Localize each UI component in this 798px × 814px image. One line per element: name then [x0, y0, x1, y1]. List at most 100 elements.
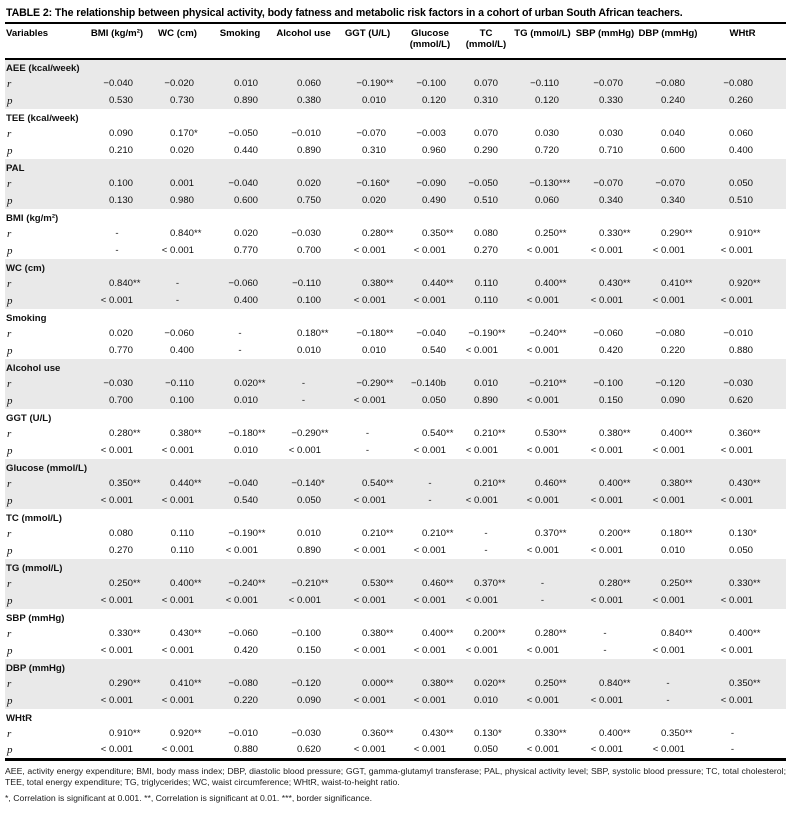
r-value-cell: 0.440** [421, 278, 454, 289]
p-row: p < 0.001 < 0.001 0.880 0.620 < 0.001 < 0.001 0… [5, 742, 786, 759]
p-value-cell: < 0.001 [720, 695, 753, 706]
p-value-cell: 0.880 [233, 744, 258, 756]
p-value-cell: < 0.001 [590, 695, 623, 706]
p-value-cell: < 0.001 [720, 595, 753, 606]
p-row: p < 0.001 < 0.001 < 0.001 < 0.001 < 0.001 < 0.… [5, 592, 786, 609]
r-value-cell: 0.460** [421, 578, 454, 589]
p-value-cell: < 0.001 [465, 445, 498, 456]
r-value-cell: 0.920** [169, 728, 202, 739]
r-value-cell: −0.210** [291, 578, 329, 589]
r-value-cell: −0.160* [356, 178, 390, 189]
row-label-p: p [7, 294, 13, 307]
r-value-cell: −0.030 [103, 378, 133, 389]
r-value-cell: −0.010 [228, 728, 258, 739]
r-value-cell: −0.240** [228, 578, 266, 589]
p-value-cell: < 0.001 [413, 445, 446, 456]
r-value-cell: 0.910** [728, 228, 761, 239]
r-value-cell: 0.330** [108, 628, 141, 639]
r-value-cell: 0.380** [361, 278, 394, 289]
row-label-p: p [7, 644, 13, 657]
p-value-cell: < 0.001 [526, 295, 559, 306]
r-value-cell: 0.210** [473, 478, 506, 489]
p-value-cell: < 0.001 [720, 295, 753, 306]
r-value-cell: 0.430** [728, 478, 761, 489]
p-row: p < 0.001 < 0.001 0.010 < 0.001 - < 0.001 < 0.0… [5, 442, 786, 459]
p-value-cell: < 0.001 [161, 445, 194, 456]
r-value-cell: −0.140b [411, 378, 446, 389]
p-value-cell: - [540, 595, 545, 606]
p-value-cell: < 0.001 [465, 345, 498, 356]
variable-section-row: Alcohol use [5, 359, 786, 375]
p-value-cell: - [666, 695, 670, 706]
p-value-cell: 0.210 [108, 145, 133, 156]
p-value-cell: < 0.001 [413, 744, 446, 756]
r-value-cell: −0.180** [356, 328, 394, 339]
r-value-cell: - [175, 278, 180, 289]
p-row: p < 0.001 < 0.001 0.420 0.150 < 0.001 < 0.001 <… [5, 642, 786, 659]
r-row: r 0.910** 0.920** −0.010 −0.030 0.360** 0.430*… [5, 725, 786, 742]
p-value-cell: 0.700 [296, 245, 321, 256]
p-value-cell: < 0.001 [288, 595, 321, 606]
p-value-cell: 0.600 [233, 195, 258, 206]
p-value-cell: < 0.001 [413, 245, 446, 256]
p-value-cell: < 0.001 [465, 645, 498, 656]
r-value-cell: - [428, 478, 432, 489]
column-header: GGT (U/L) [335, 24, 400, 60]
p-value-cell: < 0.001 [652, 744, 685, 756]
r-value-cell: 0.000** [361, 678, 394, 689]
column-header: WC (cm) [147, 24, 208, 60]
p-value-cell: 0.770 [233, 245, 258, 256]
p-value-cell: - [238, 345, 242, 356]
p-value-cell: < 0.001 [590, 744, 623, 756]
row-label-p: p [7, 544, 13, 557]
r-value-cell: 0.840** [660, 628, 693, 639]
r-value-cell: 0.910** [108, 728, 141, 739]
p-value-cell: < 0.001 [353, 595, 386, 606]
table-caption: TABLE 2: The relationship between physic… [5, 4, 786, 24]
row-label-r: r [7, 377, 12, 390]
p-value-cell: 0.890 [296, 545, 321, 556]
p-value-cell: 0.010 [296, 345, 321, 356]
row-label-p: p [7, 94, 13, 107]
row-label-p: p [7, 494, 13, 507]
p-value-cell: < 0.001 [526, 645, 559, 656]
r-value-cell: −0.003 [416, 128, 446, 139]
r-value-cell: −0.110 [530, 78, 559, 89]
p-value-cell: 0.010 [473, 695, 498, 706]
p-value-cell: 0.400 [728, 145, 753, 156]
r-value-cell: 0.010 [473, 378, 498, 389]
p-value-cell: 0.090 [660, 395, 685, 406]
p-value-cell: < 0.001 [526, 545, 559, 556]
p-value-cell: - [603, 645, 607, 656]
r-value-cell: −0.190** [468, 328, 506, 339]
row-label-p: p [7, 344, 13, 357]
p-row: p - < 0.001 0.770 0.700 < 0.001 < 0.001 0.270 < … [5, 242, 786, 259]
r-value-cell: −0.040 [228, 478, 258, 489]
variable-label: WC (cm) [6, 263, 45, 274]
p-value-cell: 0.400 [233, 295, 258, 306]
r-value-cell: 0.840** [169, 228, 202, 239]
p-row: p < 0.001 < 0.001 0.220 0.090 < 0.001 < 0.001 0… [5, 692, 786, 709]
p-value-cell: - [175, 295, 180, 306]
p-value-cell: 0.620 [296, 744, 321, 756]
p-value-cell: < 0.001 [590, 545, 623, 556]
p-value-cell: < 0.001 [353, 245, 386, 256]
variable-label: GGT (U/L) [6, 413, 52, 424]
r-value-cell: 0.370** [473, 578, 506, 589]
p-value-cell: 0.050 [728, 545, 753, 556]
r-value-cell: −0.030 [723, 378, 753, 389]
r-value-cell: 0.380** [361, 628, 394, 639]
row-label-p: p [7, 694, 13, 707]
p-value-cell: < 0.001 [526, 495, 559, 506]
r-value-cell: 0.001 [169, 178, 194, 189]
p-value-cell: 0.510 [728, 195, 753, 206]
r-value-cell: 0.130* [728, 528, 757, 539]
r-value-cell: 0.350** [660, 728, 693, 739]
p-value-cell: 0.010 [361, 95, 386, 106]
r-value-cell: 0.180** [660, 528, 693, 539]
r-value-cell: 0.020 [108, 328, 133, 339]
r-value-cell: 0.400** [598, 728, 631, 739]
r-value-cell: −0.110 [165, 378, 194, 389]
variable-label: AEE (kcal/week) [6, 63, 80, 74]
variable-section-row: TG (mmol/L) [5, 559, 786, 575]
